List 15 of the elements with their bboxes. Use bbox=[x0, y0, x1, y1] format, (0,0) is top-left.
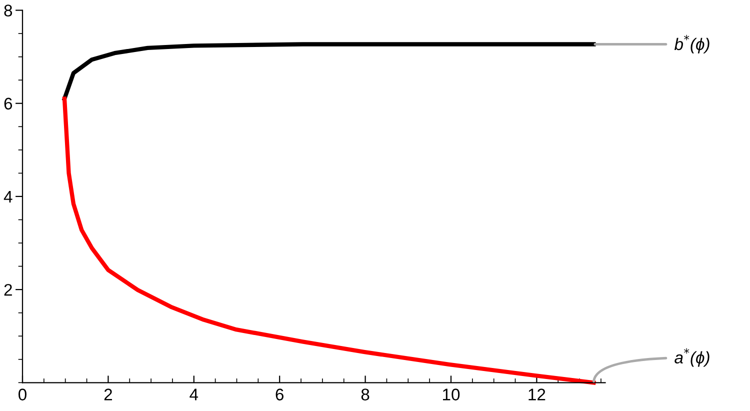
x-tick-label: 4 bbox=[190, 388, 198, 400]
x-tick-label: 0 bbox=[18, 388, 26, 400]
y-tick-label: 6 bbox=[4, 98, 12, 110]
x-tick-label: 6 bbox=[276, 388, 284, 400]
y-tick-label: 2 bbox=[4, 284, 12, 296]
line-series bbox=[62, 42, 596, 101]
annotation: a$^{*}$(ϕ) bbox=[674, 348, 710, 367]
x-tick-label: 8 bbox=[361, 388, 370, 400]
x-tick-label: 10 bbox=[442, 388, 460, 400]
x-tick-label: 2 bbox=[104, 388, 112, 400]
y-tick-label: 8 bbox=[4, 4, 12, 16]
y-tick-label: 4 bbox=[4, 191, 12, 202]
x-tick-label: 12 bbox=[528, 388, 546, 400]
line-series bbox=[62, 96, 596, 385]
annotation: b$^{*}$(ϕ) bbox=[674, 34, 710, 54]
